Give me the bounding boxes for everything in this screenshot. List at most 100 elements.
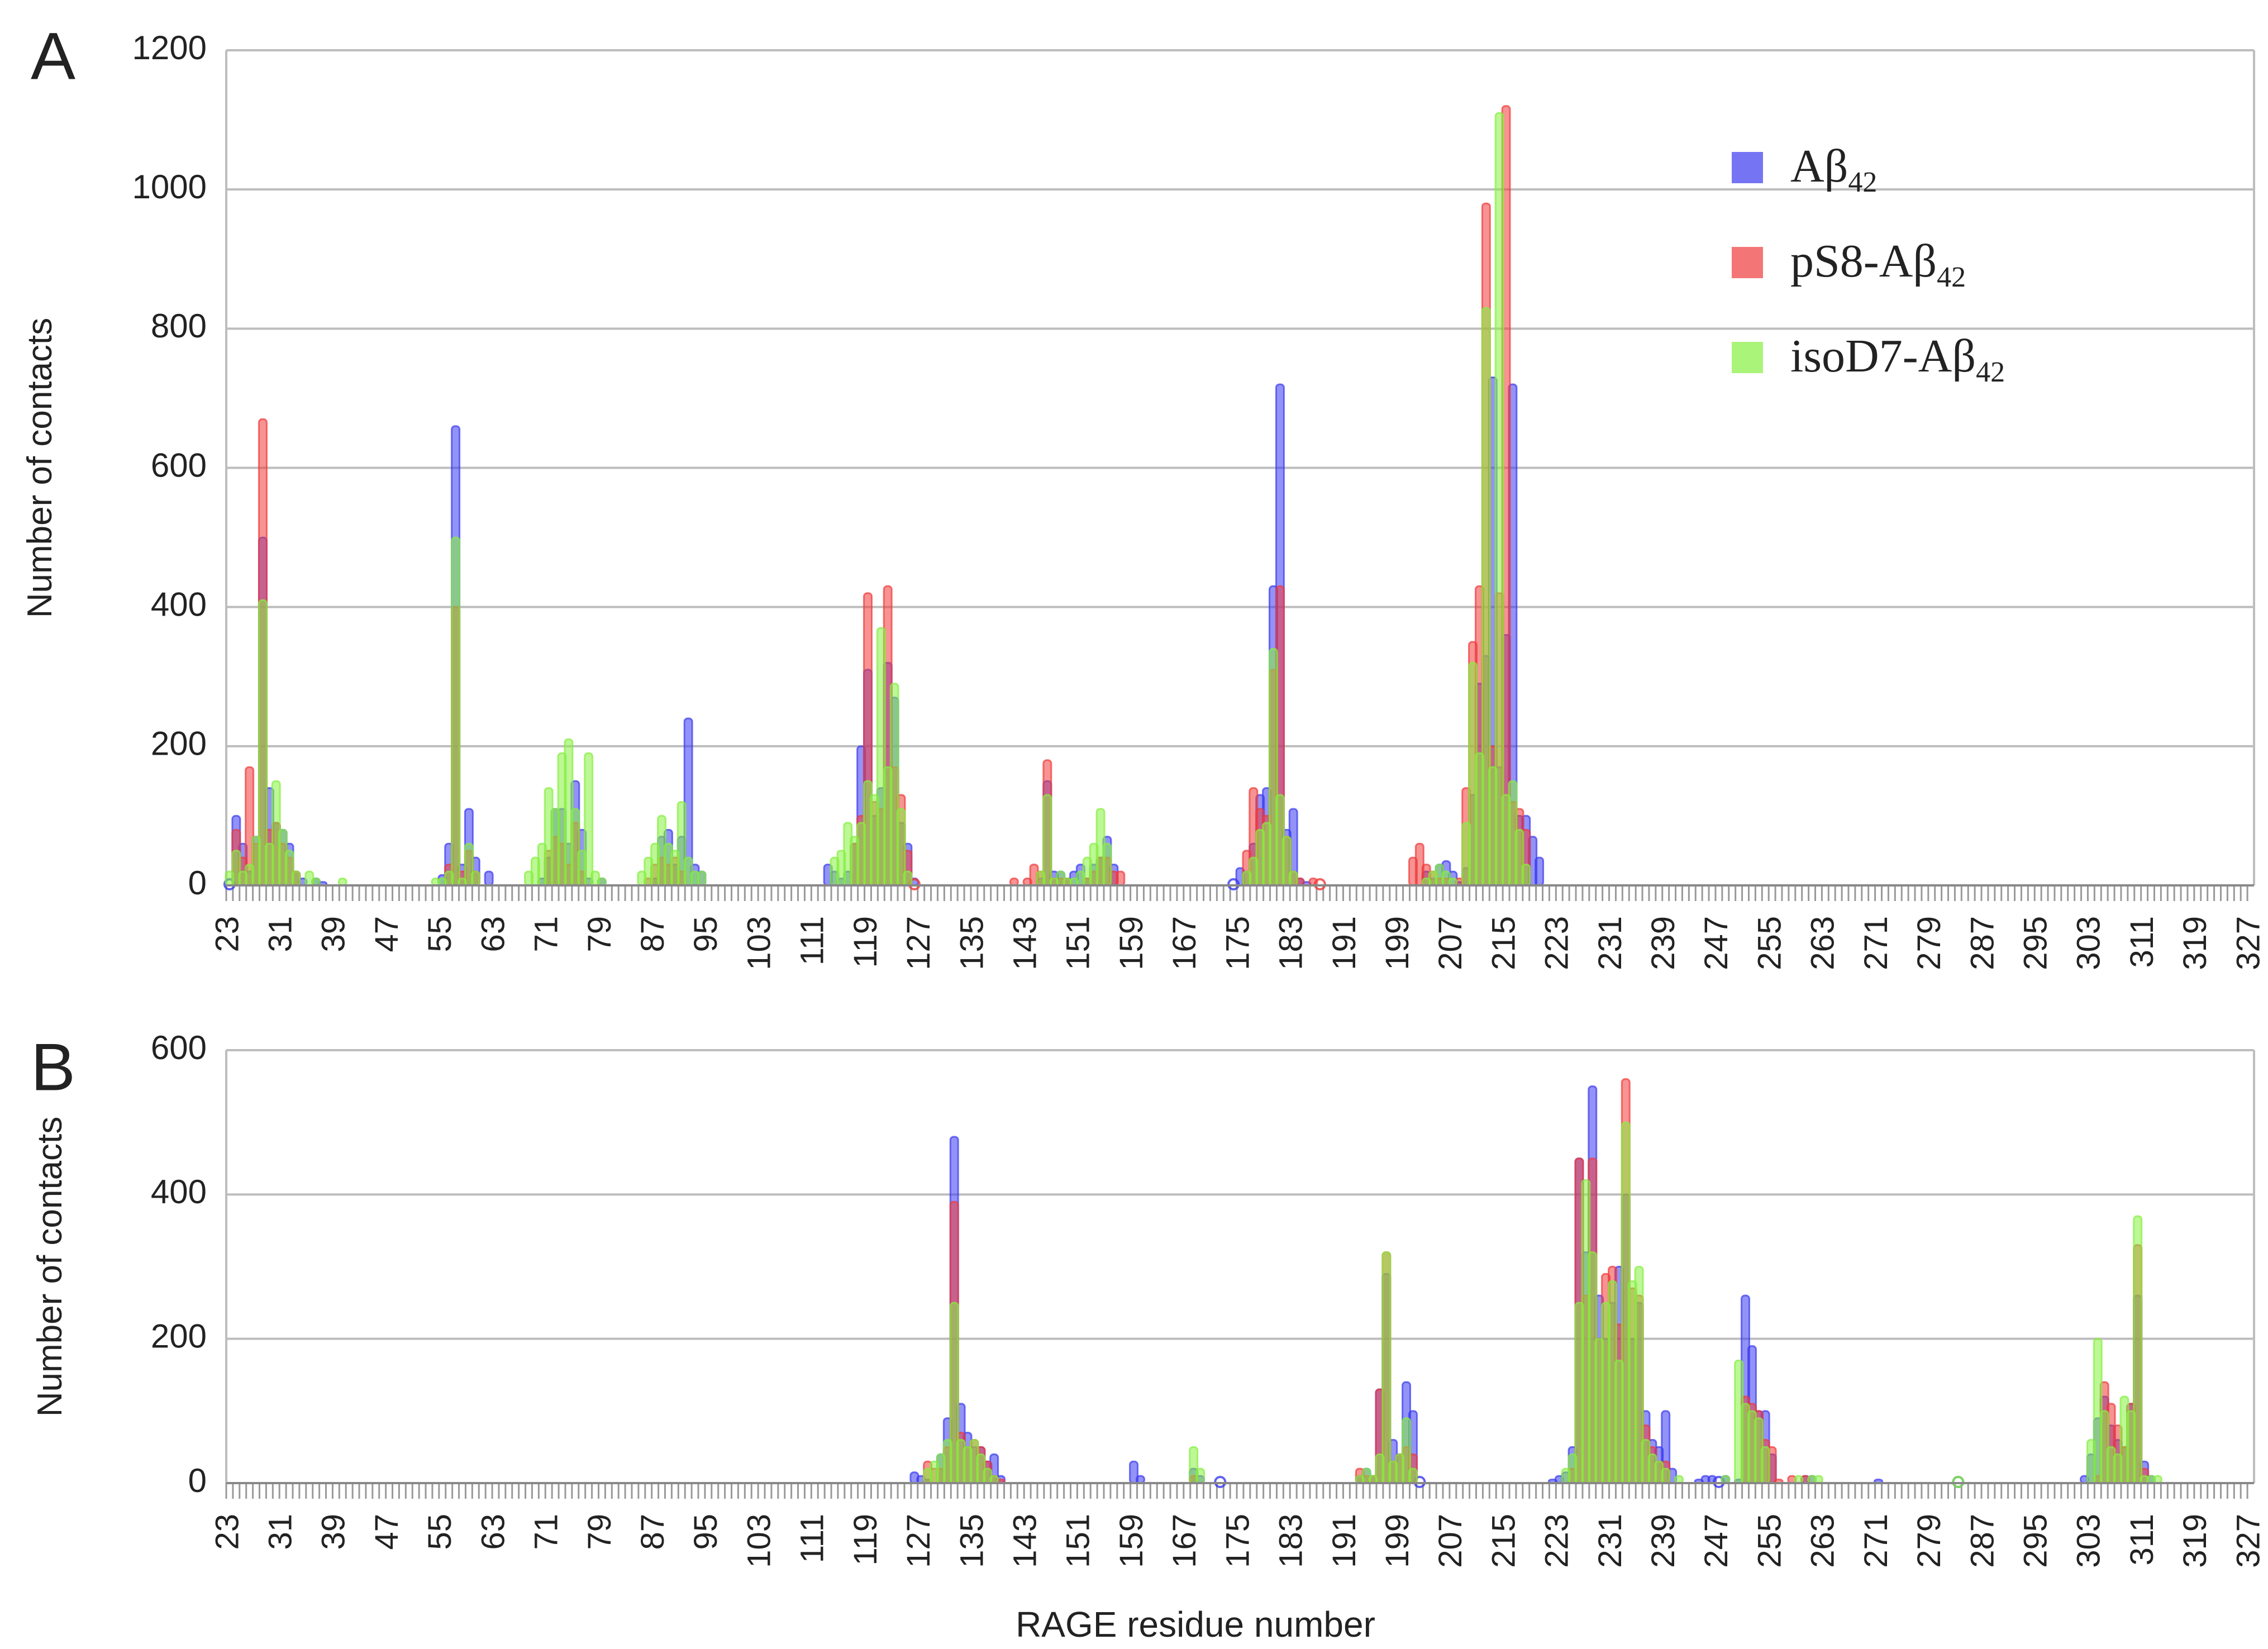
bar xyxy=(1661,1467,1671,1484)
x-tick-label: 111 xyxy=(794,916,831,965)
x-tick-label: 247 xyxy=(1698,1514,1735,1568)
x-tick-label: 63 xyxy=(475,1514,511,1550)
x-tick-label: 31 xyxy=(262,1514,298,1550)
x-tick-label: 191 xyxy=(1326,916,1362,970)
bar xyxy=(1760,1446,1770,1484)
x-tick-label: 263 xyxy=(1805,1514,1841,1568)
x-tick-label: 111 xyxy=(794,1514,831,1563)
bar xyxy=(697,870,707,887)
x-tick-label: 327 xyxy=(2230,1514,2266,1568)
x-minor-ticks xyxy=(225,885,2248,901)
bar xyxy=(291,870,301,887)
x-tick-label: 311 xyxy=(2124,1514,2160,1565)
x-tick-label: 175 xyxy=(1219,1514,1256,1568)
x-tick-label: 279 xyxy=(1911,1514,1947,1568)
x-tick-label: 199 xyxy=(1379,1514,1416,1568)
gridlines xyxy=(226,1049,2254,1484)
x-tick-label: 255 xyxy=(1751,1514,1788,1568)
x-tick-label: 215 xyxy=(1485,916,1522,970)
x-tick-label: 311 xyxy=(2124,916,2160,968)
gridlines xyxy=(226,49,2254,887)
bar xyxy=(1042,794,1052,887)
legend-label: isoD7-Aβ42 xyxy=(1790,330,2005,388)
x-tick-label: 119 xyxy=(847,916,884,968)
panel-a: A 0 200 400 600 800 1000 1200 Number of contacts… xyxy=(21,19,2266,970)
legend: Aβ42 pS8-Aβ42 isoD7-Aβ42 xyxy=(1732,140,2005,388)
x-tick-label: 71 xyxy=(528,1514,565,1550)
x-tick-label: 23 xyxy=(209,916,245,952)
bar xyxy=(1408,1467,1418,1484)
x-tick-label: 231 xyxy=(1592,1514,1628,1568)
bar xyxy=(1381,1251,1392,1484)
y-tick-label: 800 xyxy=(151,307,207,345)
y-tick-label: 1000 xyxy=(132,168,207,206)
y-tick-label: 0 xyxy=(188,1462,207,1499)
x-tick-label: 151 xyxy=(1060,1514,1097,1568)
x-tick-label: 143 xyxy=(1007,916,1043,970)
x-tick-label: 87 xyxy=(635,1514,671,1550)
bar xyxy=(903,870,913,887)
x-tick-label: 151 xyxy=(1060,916,1097,970)
legend-entry: isoD7-Aβ42 xyxy=(1732,330,2005,388)
bar xyxy=(1116,870,1126,887)
x-tick-label: 71 xyxy=(528,916,565,952)
x-tick-label: 103 xyxy=(741,1514,777,1568)
series-isoD7-Abeta42 xyxy=(923,1121,2162,1488)
x-tick-label: 207 xyxy=(1432,1514,1469,1568)
x-axis-label: RAGE residue number xyxy=(1016,1604,1375,1645)
series-Abeta42 xyxy=(909,1085,2156,1488)
bar xyxy=(1195,1467,1206,1484)
legend-swatch xyxy=(1732,152,1763,183)
bar xyxy=(470,870,480,887)
x-tick-label: 295 xyxy=(2018,1514,2054,1568)
bar xyxy=(2133,1215,2143,1484)
x-tick-label: 159 xyxy=(1113,916,1150,970)
bar xyxy=(1494,112,1504,887)
x-tick-label: 135 xyxy=(954,1514,990,1568)
legend-entry: pS8-Aβ42 xyxy=(1732,235,1966,293)
y-tick-label: 0 xyxy=(188,864,207,902)
x-tick-label: 247 xyxy=(1698,916,1735,970)
y-tick-label: 400 xyxy=(151,1173,207,1210)
x-tick-label: 239 xyxy=(1645,916,1681,970)
y-axis-label: Number of contacts xyxy=(31,1117,69,1417)
x-tick-label: 295 xyxy=(2018,916,2054,970)
x-tick-label: 239 xyxy=(1645,1514,1681,1568)
y-tick-label: 200 xyxy=(151,1318,207,1355)
x-tick-label: 319 xyxy=(2177,916,2213,970)
x-tick-label: 103 xyxy=(741,916,777,970)
y-tick-label: 200 xyxy=(151,725,207,762)
legend-swatch xyxy=(1732,342,1763,373)
series-isoD7-Abeta42 xyxy=(225,112,1531,887)
x-tick-label: 63 xyxy=(475,916,511,952)
x-tick-label: 263 xyxy=(1805,916,1841,970)
bar xyxy=(1521,864,1531,887)
x-tick-label: 47 xyxy=(369,1514,405,1550)
series-pS8-Abeta42 xyxy=(923,1078,2150,1484)
bar xyxy=(1102,842,1112,887)
bars xyxy=(223,105,1545,890)
legend-label: pS8-Aβ42 xyxy=(1790,235,1966,293)
x-tick-label: 255 xyxy=(1751,916,1788,970)
x-tick-label: 95 xyxy=(688,1514,724,1550)
x-tick-label: 127 xyxy=(900,916,937,970)
x-tick-label: 199 xyxy=(1379,916,1416,970)
x-tick-label: 207 xyxy=(1432,916,1469,970)
x-tick-label: 55 xyxy=(422,916,458,952)
panel-b: B 0 200 400 600 Number of contacts 23 31 39 47 55 6… xyxy=(31,1029,2266,1568)
x-tick-label: 79 xyxy=(582,1514,618,1550)
bar xyxy=(1288,870,1298,887)
x-tick-label: 183 xyxy=(1273,916,1309,970)
bar xyxy=(484,870,494,887)
x-tick-label: 79 xyxy=(582,916,618,952)
bar xyxy=(258,599,268,887)
x-tick-label: 39 xyxy=(316,916,352,952)
x-tick-label: 127 xyxy=(900,1514,937,1568)
bar xyxy=(1535,856,1545,887)
x-tick-label: 175 xyxy=(1219,916,1256,970)
x-tick-label: 119 xyxy=(847,1514,884,1565)
x-tick-label: 303 xyxy=(2071,1514,2107,1568)
x-tick-label: 191 xyxy=(1326,1514,1362,1568)
x-tick-label: 39 xyxy=(316,1514,352,1550)
